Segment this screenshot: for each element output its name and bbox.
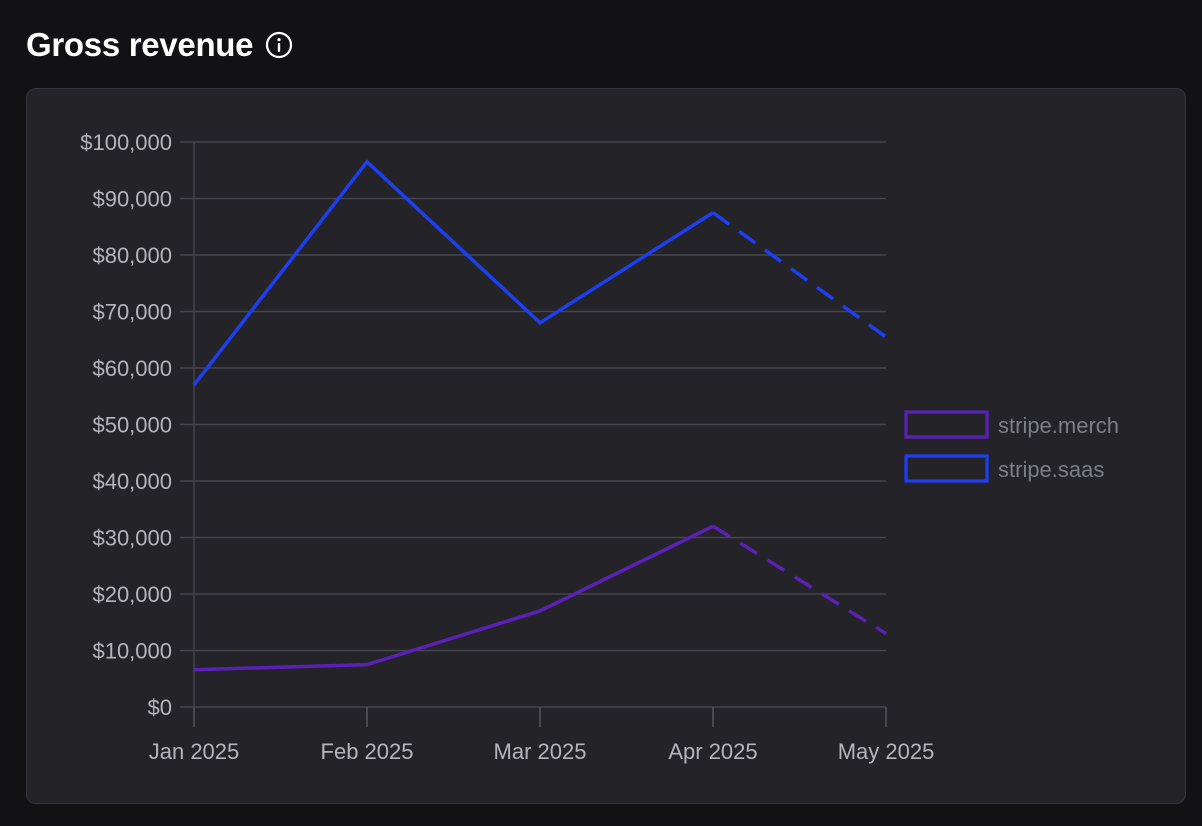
legend-swatch — [904, 410, 989, 439]
legend: stripe.merch stripe.saas — [904, 410, 1119, 483]
y-tick-label: $40,000 — [92, 469, 172, 494]
y-tick-label: $60,000 — [92, 356, 172, 381]
series-line-actual — [192, 159, 714, 387]
y-tick-label: $80,000 — [92, 243, 172, 268]
series-line-projected — [712, 524, 887, 636]
y-tick-label: $50,000 — [92, 413, 172, 438]
series-line-actual — [193, 524, 714, 672]
chart-panel — [26, 88, 1186, 804]
x-tick-label: Mar 2025 — [494, 739, 587, 764]
y-tick-label: $10,000 — [92, 639, 172, 664]
y-tick-label: $70,000 — [92, 300, 172, 325]
chart-header: Gross revenue — [26, 24, 293, 66]
legend-swatch — [904, 454, 989, 483]
series-line-projected — [711, 211, 888, 339]
y-tick-label: $100,000 — [80, 130, 172, 155]
x-tick-label: Feb 2025 — [321, 739, 414, 764]
x-axis: Jan 2025 Feb 2025 Mar 2025 Apr 2025 May 2025 — [149, 707, 935, 764]
info-circle-icon[interactable] — [265, 31, 293, 59]
y-tick-label: $0 — [148, 695, 172, 720]
y-axis: $0 $10,000 $20,000 $30,000 $40,000 $50,000 $60… — [80, 130, 195, 720]
legend-label: stripe.merch — [998, 413, 1119, 438]
x-tick-label: May 2025 — [838, 739, 935, 764]
chart-title: Gross revenue — [26, 26, 254, 63]
x-tick-label: Apr 2025 — [668, 739, 757, 764]
x-tick-label: Jan 2025 — [149, 739, 240, 764]
series-lines — [192, 159, 888, 672]
y-tick-label: $90,000 — [92, 187, 172, 212]
grid-lines — [180, 141, 886, 708]
legend-label: stripe.saas — [998, 457, 1104, 482]
y-tick-label: $20,000 — [92, 582, 172, 607]
y-tick-label: $30,000 — [92, 526, 172, 551]
